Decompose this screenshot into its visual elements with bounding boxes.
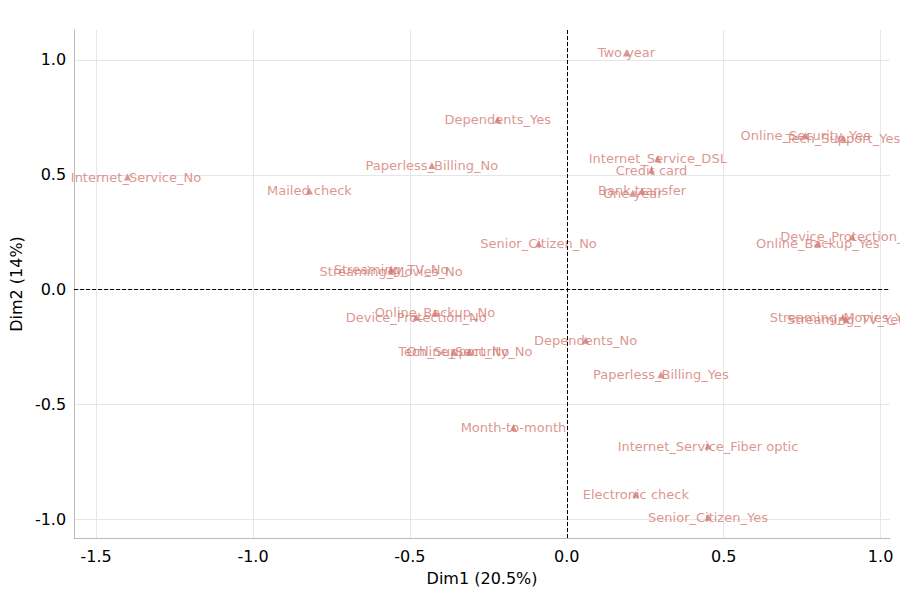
- svg-text:0.0: 0.0: [41, 280, 66, 299]
- svg-text:Internet_Service_No: Internet_Service_No: [71, 170, 201, 185]
- svg-text:1.0: 1.0: [41, 50, 66, 69]
- svg-text:Tech_Support_No: Tech_Support_No: [397, 344, 509, 359]
- svg-text:Dim1 (20.5%): Dim1 (20.5%): [427, 569, 538, 588]
- svg-text:Two year: Two year: [597, 45, 656, 60]
- svg-text:Senior_Citizen_No: Senior_Citizen_No: [480, 236, 597, 251]
- svg-text:Dependents_No: Dependents_No: [534, 333, 637, 348]
- svg-text:Senior_Citizen_Yes: Senior_Citizen_Yes: [648, 510, 768, 525]
- svg-text:Mailed check: Mailed check: [267, 183, 352, 198]
- svg-text:-1.5: -1.5: [80, 547, 111, 566]
- svg-text:Month-to-month: Month-to-month: [461, 420, 567, 435]
- svg-text:One year: One year: [603, 186, 663, 201]
- svg-text:Paperless_Billing_No: Paperless_Billing_No: [366, 158, 499, 173]
- svg-text:-0.5: -0.5: [394, 547, 425, 566]
- svg-text:Online_Backup_Yes: Online_Backup_Yes: [756, 236, 880, 251]
- svg-text:Credit card: Credit card: [616, 163, 688, 178]
- svg-text:Streaming_TV_Yes: Streaming_TV_Yes: [787, 312, 900, 327]
- svg-text:Dim2 (14%): Dim2 (14%): [7, 236, 26, 332]
- svg-text:0.5: 0.5: [41, 165, 66, 184]
- svg-text:Device_Protection_No: Device_Protection_No: [346, 310, 487, 325]
- svg-text:-1.0: -1.0: [35, 510, 66, 529]
- svg-text:Streaming_Movies_No: Streaming_Movies_No: [320, 264, 463, 279]
- svg-text:Internet_Service_Fiber optic: Internet_Service_Fiber optic: [618, 439, 799, 454]
- svg-text:Internet_Service_DSL: Internet_Service_DSL: [588, 151, 727, 167]
- svg-text:0.5: 0.5: [711, 547, 736, 566]
- svg-text:-0.5: -0.5: [35, 395, 66, 414]
- svg-text:Electronic check: Electronic check: [583, 487, 690, 502]
- svg-text:Dependents_Yes: Dependents_Yes: [445, 112, 552, 127]
- svg-text:1.0: 1.0: [868, 547, 893, 566]
- svg-text:Paperless_Billing_Yes: Paperless_Billing_Yes: [593, 367, 729, 382]
- svg-text:-1.0: -1.0: [237, 547, 268, 566]
- svg-text:Tech_Support_Yes: Tech_Support_Yes: [785, 131, 900, 146]
- svg-text:0.0: 0.0: [554, 547, 579, 566]
